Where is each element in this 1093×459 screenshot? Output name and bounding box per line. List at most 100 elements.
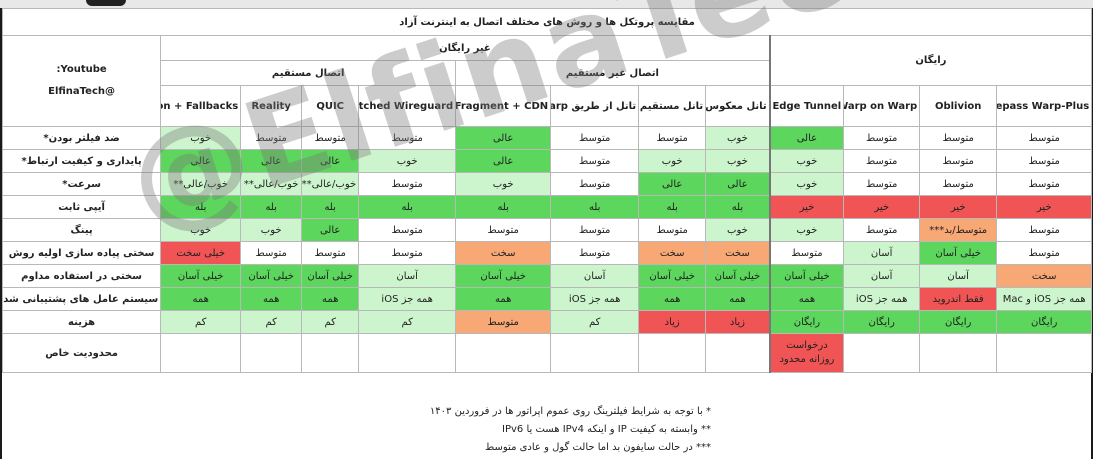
table-cell bbox=[996, 333, 1093, 373]
table-cell: رایگان bbox=[919, 310, 998, 334]
table-cell: بله bbox=[301, 195, 360, 219]
table-cell: همه جز iOS bbox=[358, 287, 457, 311]
top-strip-shape bbox=[86, 0, 126, 6]
row-header: پایداری و کیفیت ارتباط* bbox=[1, 149, 162, 173]
table-cell: عالی bbox=[705, 172, 771, 196]
table-cell: خوب/عالی** bbox=[301, 172, 360, 196]
column-header: Fragment + CDN bbox=[455, 85, 552, 127]
table-cell: بله bbox=[705, 195, 771, 219]
table-cell: متوسط bbox=[638, 218, 707, 242]
column-header: Vless Vision + Fallbacks bbox=[160, 85, 242, 127]
table-cell: بله bbox=[160, 195, 242, 219]
table-cell: متوسط bbox=[301, 126, 360, 150]
table-cell: آسان bbox=[550, 264, 640, 288]
table-cell: متوسط bbox=[996, 149, 1093, 173]
table-cell: متوسط bbox=[996, 218, 1093, 242]
table-cell: خوب bbox=[705, 218, 771, 242]
table-cell: کم bbox=[240, 310, 303, 334]
table-row: متوسط خیلی آسان آسان متوسط سخت سخت متوسط سخت متو… bbox=[1, 241, 1093, 265]
table-cell: خیلی آسان bbox=[768, 264, 845, 288]
table-row: خیر خیر خیر خیر بله بله بله بله بله بله بله بله آیپی… bbox=[1, 195, 1093, 219]
table-cell: متوسط bbox=[358, 172, 457, 196]
table-cell: عالی bbox=[301, 149, 360, 173]
table-cell bbox=[638, 333, 707, 373]
table-cell: خوب bbox=[705, 149, 771, 173]
table-cell: خوب bbox=[638, 149, 707, 173]
table-cell: همه جز iOS و Mac bbox=[996, 287, 1093, 311]
column-header: تانل از طریق Warp bbox=[550, 85, 640, 127]
row-header: ضد فیلتر بودن* bbox=[1, 126, 162, 150]
table-cell: متوسط bbox=[455, 310, 552, 334]
table-cell: متوسط bbox=[240, 241, 303, 265]
table-cell: خوب bbox=[358, 149, 457, 173]
table-cell: بله bbox=[550, 195, 640, 219]
row-header: محدودیت خاص bbox=[1, 333, 162, 373]
table-cell: متوسط bbox=[768, 241, 845, 265]
footnotes: * با توجه به شرایط فیلترینگ روی عموم اپر… bbox=[2, 402, 1091, 459]
table-cell: درخواست روزانه محدود bbox=[768, 333, 845, 373]
group-free: رایگان bbox=[768, 35, 1093, 86]
table-cell: همه جز iOS bbox=[843, 287, 921, 311]
row-header: آیپی ثابت bbox=[1, 195, 162, 219]
table-cell bbox=[843, 333, 921, 373]
table-row: همه جز iOS و Mac فقط اندروید همه جز iOS همه… bbox=[1, 287, 1093, 311]
table-cell: خوب bbox=[705, 126, 771, 150]
table-cell: همه bbox=[638, 287, 707, 311]
table-cell: متوسط bbox=[358, 126, 457, 150]
table-cell: متوسط bbox=[550, 218, 640, 242]
table-cell: همه bbox=[160, 287, 242, 311]
table-cell: خوب/عالی** bbox=[160, 172, 242, 196]
table-cell: رایگان bbox=[843, 310, 921, 334]
table-cell: متوسط bbox=[843, 126, 921, 150]
table-cell: عالی bbox=[768, 126, 845, 150]
table-cell: متوسط bbox=[550, 149, 640, 173]
table-cell: رایگان bbox=[768, 310, 845, 334]
youtube-channel: Youtube: @ElfinaTech bbox=[1, 35, 162, 127]
table-cell: بله bbox=[638, 195, 707, 219]
table-cell: متوسط/بد*** bbox=[919, 218, 998, 242]
column-header: Reality bbox=[240, 85, 303, 127]
table-cell: خیلی آسان bbox=[638, 264, 707, 288]
table-cell: متوسط bbox=[843, 218, 921, 242]
table-cell: متوسط bbox=[301, 241, 360, 265]
table-cell: کم bbox=[301, 310, 360, 334]
table-row: درخواست روزانه محدود محدودیت خاص bbox=[1, 333, 1093, 373]
table-cell: خیر bbox=[996, 195, 1093, 219]
table-cell: عالی bbox=[455, 126, 552, 150]
group-non-free: غیر رایگان bbox=[160, 35, 771, 61]
youtube-label: Youtube: bbox=[56, 64, 107, 75]
table-cell: همه bbox=[705, 287, 771, 311]
table-row: رایگان رایگان رایگان رایگان زیاد زیاد کم متوسط ک… bbox=[1, 310, 1093, 334]
table-cell bbox=[705, 333, 771, 373]
table-cell: سخت bbox=[705, 241, 771, 265]
table-cell: خیلی آسان bbox=[240, 264, 303, 288]
table-cell: متوسط bbox=[919, 126, 998, 150]
column-header: Oblivion bbox=[919, 85, 998, 127]
column-header: Patched Wireguard bbox=[358, 85, 457, 127]
table-cell: خوب bbox=[768, 149, 845, 173]
table-row: متوسط متوسط متوسط خوب عالی عالی متوسط خوب متوسط خ… bbox=[1, 172, 1093, 196]
table-cell: متوسط bbox=[843, 172, 921, 196]
table-cell: خیلی آسان bbox=[301, 264, 360, 288]
table-cell: خیلی آسان bbox=[160, 264, 242, 288]
table-row: متوسط متوسط متوسط عالی خوب متوسط متوسط عالی متوس… bbox=[1, 126, 1093, 150]
table-cell: خیر bbox=[843, 195, 921, 219]
table-cell: خوب bbox=[160, 218, 242, 242]
table-cell: زیاد bbox=[638, 310, 707, 334]
group-direct: اتصال مستقیم bbox=[160, 60, 457, 86]
table-cell: عالی bbox=[240, 149, 303, 173]
table-cell: عالی bbox=[301, 218, 360, 242]
table-cell: آسان bbox=[843, 264, 921, 288]
table-row: سخت آسان آسان خیلی آسان خیلی آسان خیلی آسان آس… bbox=[1, 264, 1093, 288]
table-cell: خوب bbox=[768, 172, 845, 196]
table-cell: خیر bbox=[768, 195, 845, 219]
column-header: Bepass Warp-Plus bbox=[996, 85, 1093, 127]
page-title: مقایسه پروتکل ها و روش های مختلف اتصال ب… bbox=[1, 8, 1093, 36]
table-cell: بله bbox=[455, 195, 552, 219]
table-cell: متوسط bbox=[455, 218, 552, 242]
table-cell: سخت bbox=[638, 241, 707, 265]
table-cell: همه جز iOS bbox=[550, 287, 640, 311]
top-strip bbox=[0, 0, 1093, 8]
table-cell: خیلی آسان bbox=[455, 264, 552, 288]
